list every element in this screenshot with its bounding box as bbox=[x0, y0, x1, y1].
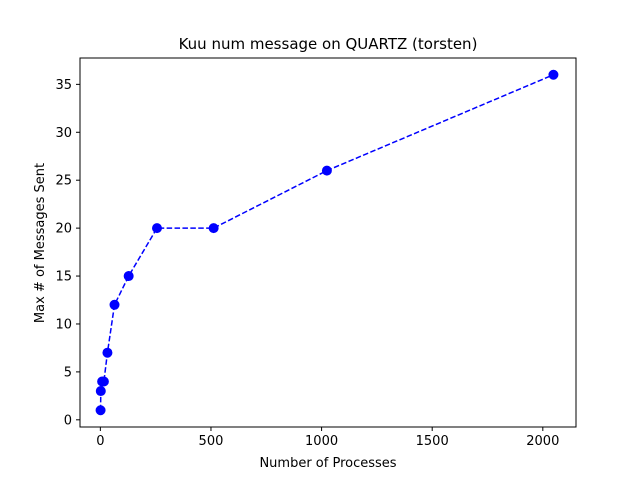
y-tick-label: 20 bbox=[55, 222, 72, 237]
data-point bbox=[95, 405, 106, 416]
data-point bbox=[321, 165, 332, 176]
data-point bbox=[548, 69, 559, 80]
x-tick-label: 1500 bbox=[416, 434, 449, 449]
plot-area bbox=[95, 69, 559, 416]
y-tick-label: 25 bbox=[55, 174, 72, 189]
x-tick-label: 1000 bbox=[305, 434, 338, 449]
x-tick-label: 500 bbox=[199, 434, 224, 449]
data-point bbox=[95, 386, 106, 397]
x-tick-label: 2000 bbox=[526, 434, 559, 449]
data-point bbox=[102, 347, 113, 358]
x-axis-label: Number of Processes bbox=[259, 456, 396, 471]
y-axis-label: Max # of Messages Sent bbox=[33, 163, 48, 323]
data-point bbox=[123, 271, 134, 282]
y-tick-label: 10 bbox=[55, 317, 72, 332]
data-point bbox=[109, 299, 120, 310]
chart-title: Kuu num message on QUARTZ (torsten) bbox=[179, 35, 478, 53]
y-tick-label: 35 bbox=[55, 78, 72, 93]
data-point bbox=[98, 376, 109, 387]
axes-frame bbox=[79, 57, 577, 428]
y-tick-label: 15 bbox=[55, 270, 72, 285]
data-point bbox=[151, 223, 162, 234]
series-line bbox=[99, 74, 554, 411]
x-tick-label: 0 bbox=[96, 434, 104, 449]
y-tick-label: 0 bbox=[64, 413, 72, 428]
axes: 0 500 1000 1500 2000 0 5 10 15 20 25 30 35 bbox=[55, 57, 577, 449]
y-tick-label: 5 bbox=[64, 365, 72, 380]
data-point bbox=[208, 223, 219, 234]
y-tick-label: 30 bbox=[55, 126, 72, 141]
